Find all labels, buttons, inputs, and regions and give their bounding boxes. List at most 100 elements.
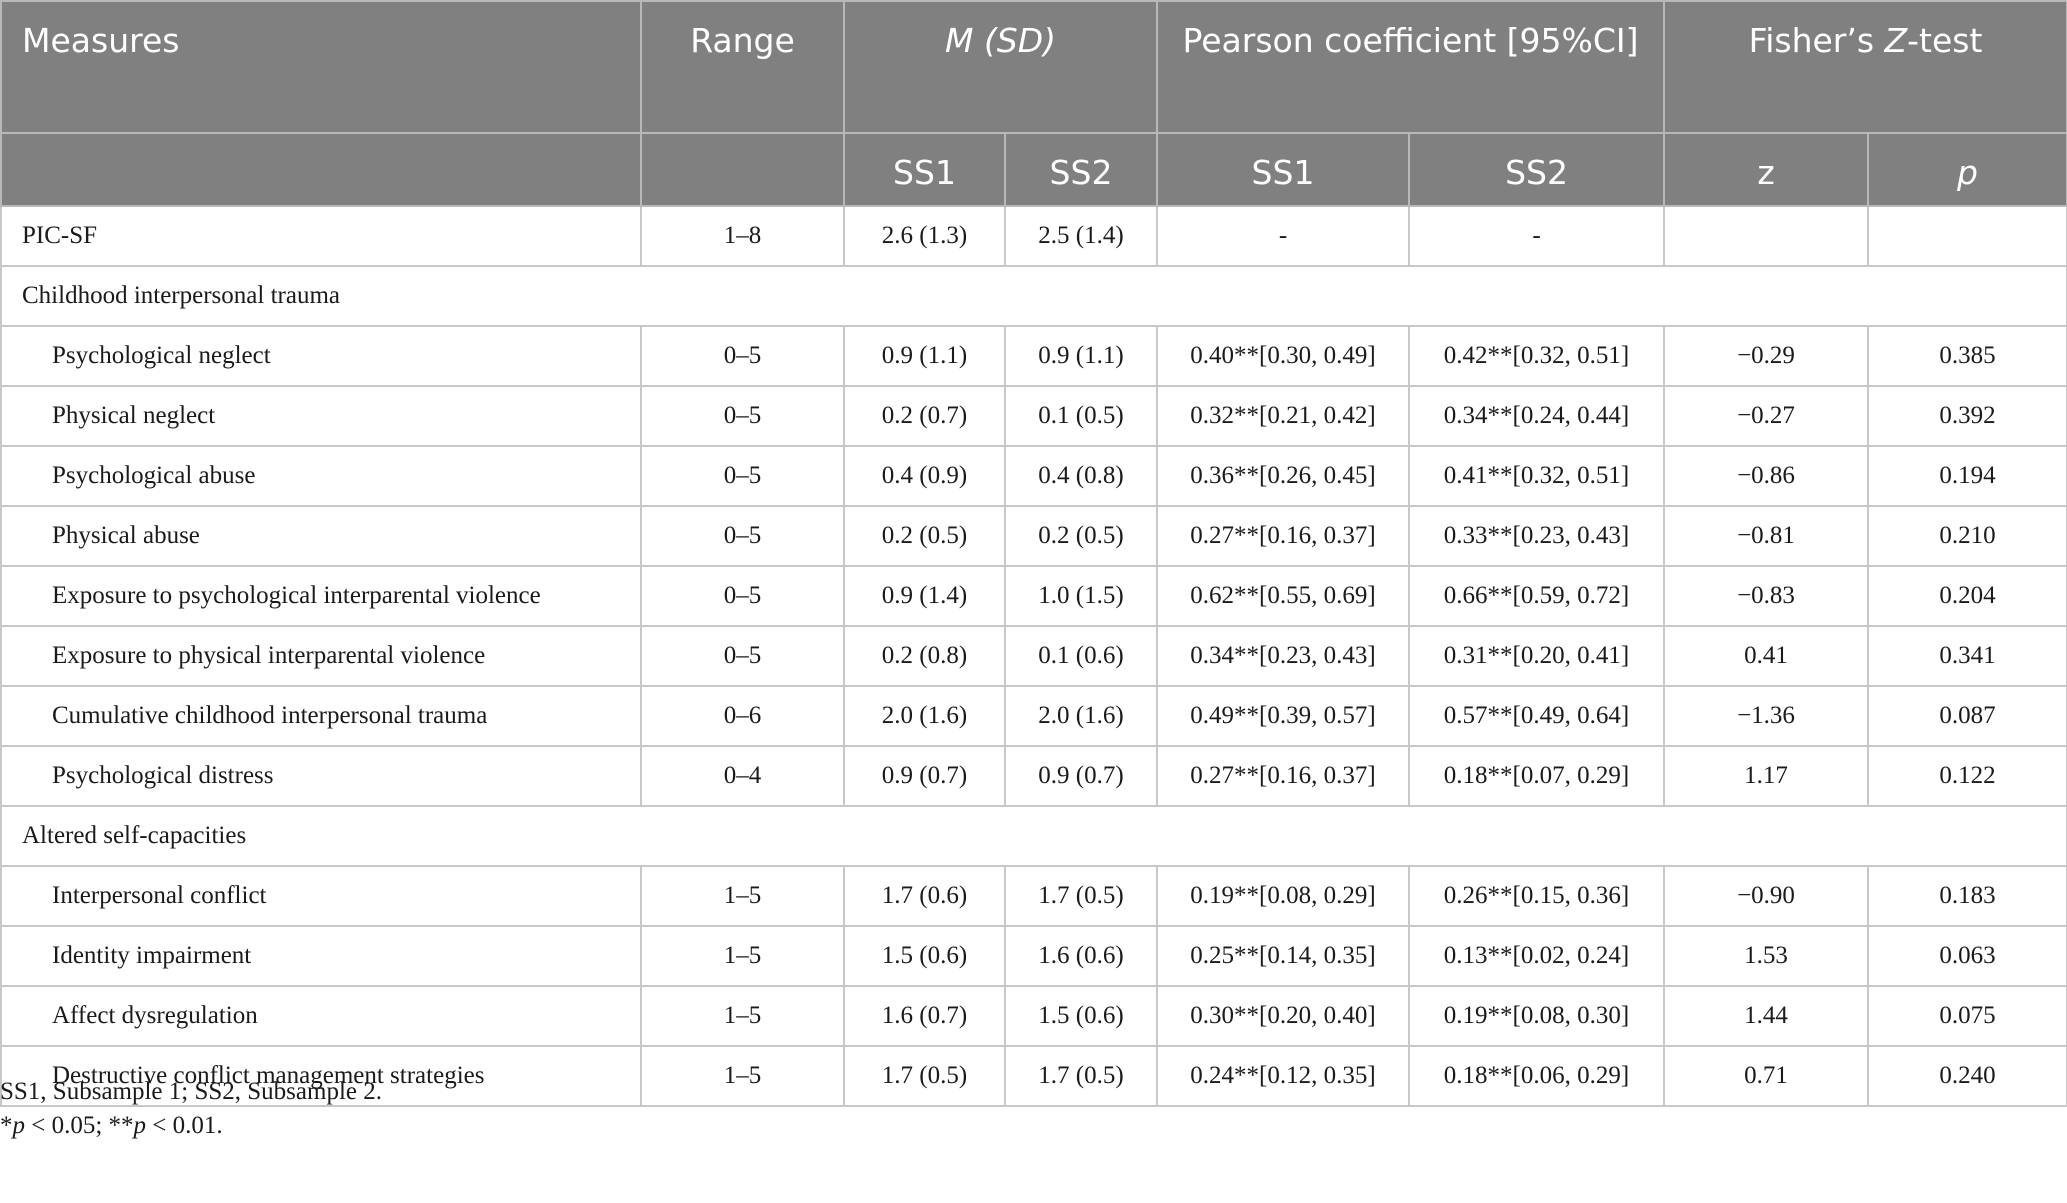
range-cell: 1–5 [640,1045,845,1107]
fisher-p-cell: 0.183 [1867,865,2067,927]
fisher-p-cell: 0.204 [1867,565,2067,627]
pearson-ss1-cell: 0.25**[0.14, 0.35] [1156,925,1410,987]
pearson-ss1-cell: 0.27**[0.16, 0.37] [1156,505,1410,567]
mean-sd-ss2-cell: 0.9 (1.1) [1004,325,1158,387]
mean-sd-ss1-cell: 0.9 (1.1) [843,325,1006,387]
header-pearson-ss2: SS2 [1407,132,1666,207]
fisher-p-cell: 0.194 [1867,445,2067,507]
mean-sd-ss1-cell: 0.2 (0.8) [843,625,1006,687]
footnote-significance: *p < 0.05; **p < 0.01. [0,1112,223,1140]
pearson-ss2-cell: 0.18**[0.07, 0.29] [1407,745,1666,807]
header-z: z [1663,132,1870,207]
pearson-ss1-cell: 0.36**[0.26, 0.45] [1156,445,1410,507]
mean-sd-ss1-cell: 1.7 (0.5) [843,1045,1006,1107]
pearson-ss1-cell: 0.19**[0.08, 0.29] [1156,865,1410,927]
fisher-z-cell: 1.17 [1663,745,1870,807]
pearson-ss1-cell: 0.30**[0.20, 0.40] [1156,985,1410,1047]
table-container: Measures Range M (SD) Pearson coefficien… [0,0,2067,1107]
range-cell: 1–5 [640,865,845,927]
range-cell: 0–5 [640,505,845,567]
measure-cell: Destructive conflict management strategi… [0,1045,642,1107]
range-cell: 1–5 [640,925,845,987]
table-row: Exposure to physical interparental viole… [0,625,2067,687]
mean-sd-ss2-cell: 0.9 (0.7) [1004,745,1158,807]
fisher-z-cell: −0.27 [1663,385,1870,447]
mean-sd-ss1-cell: 2.0 (1.6) [843,685,1006,747]
mean-sd-ss1-cell: 0.9 (0.7) [843,745,1006,807]
pearson-ss2-cell: 0.26**[0.15, 0.36] [1407,865,1666,927]
fisher-z-cell [1663,205,1870,267]
header-pearson-ss1: SS1 [1156,132,1410,207]
range-cell: 0–5 [640,565,845,627]
table-row: Psychological neglect 0–5 0.9 (1.1) 0.9 (1.… [0,325,2067,387]
mean-sd-ss1-cell: 0.2 (0.5) [843,505,1006,567]
mean-sd-ss1-cell: 0.9 (1.4) [843,565,1006,627]
fisher-z-cell: −0.83 [1663,565,1870,627]
pearson-ss2-cell: 0.18**[0.06, 0.29] [1407,1045,1666,1107]
pearson-ss1-cell: 0.32**[0.21, 0.42] [1156,385,1410,447]
fisher-p-cell: 0.385 [1867,325,2067,387]
header-fisher-z: Z [1884,21,1908,60]
fisher-p-cell: 0.122 [1867,745,2067,807]
pearson-ss2-cell: - [1407,205,1666,267]
header-fisher-pre: Fisher’s [1748,21,1885,60]
pearson-ss2-cell: 0.19**[0.08, 0.30] [1407,985,1666,1047]
header-fisher: Fisher’s Z-test [1663,0,2067,134]
measure-cell: Psychological distress [0,745,642,807]
mean-sd-ss2-cell: 0.1 (0.5) [1004,385,1158,447]
pearson-ss2-cell: 0.42**[0.32, 0.51] [1407,325,1666,387]
mean-sd-ss2-cell: 0.2 (0.5) [1004,505,1158,567]
pearson-ss1-cell: 0.34**[0.23, 0.43] [1156,625,1410,687]
header-pearson: Pearson coefficient [95%CI] [1155,0,1666,134]
mean-sd-ss2-cell: 1.6 (0.6) [1004,925,1158,987]
pearson-ss2-cell: 0.13**[0.02, 0.24] [1407,925,1666,987]
header-row-1: Measures Range M (SD) Pearson coefficien… [0,0,2067,134]
fisher-z-cell: −0.29 [1663,325,1870,387]
fisher-z-cell: −0.81 [1663,505,1870,567]
table-row: Identity impairment 1–5 1.5 (0.6) 1.6 (0.6)… [0,925,2067,987]
fisher-p-cell: 0.341 [1867,625,2067,687]
pearson-ss1-cell: 0.40**[0.30, 0.49] [1156,325,1410,387]
fisher-z-cell: 1.53 [1663,925,1870,987]
pearson-ss2-cell: 0.34**[0.24, 0.44] [1407,385,1666,447]
mean-sd-ss2-cell: 1.0 (1.5) [1004,565,1158,627]
mean-sd-ss2-cell: 0.1 (0.6) [1004,625,1158,687]
header-msd-ss2: SS2 [1004,132,1158,207]
fisher-z-cell: −0.86 [1663,445,1870,507]
footnote-abbreviations: SS1, Subsample 1; SS2, Subsample 2. [0,1078,382,1105]
pearson-ss2-cell: 0.66**[0.59, 0.72] [1407,565,1666,627]
range-cell: 0–6 [640,685,845,747]
table-row: Interpersonal conflict 1–5 1.7 (0.6) 1.7 (0… [0,865,2067,927]
mean-sd-ss1-cell: 1.7 (0.6) [843,865,1006,927]
mean-sd-ss2-cell: 1.7 (0.5) [1004,1045,1158,1107]
table-row: Psychological abuse 0–5 0.4 (0.9) 0.4 (0.8)… [0,445,2067,507]
mean-sd-ss1-cell: 1.5 (0.6) [843,925,1006,987]
pearson-ss2-cell: 0.57**[0.49, 0.64] [1407,685,1666,747]
header-msd: M (SD) [843,0,1158,134]
table-row: Destructive conflict management strategi… [0,1045,2067,1107]
section-row: Altered self-capacities [0,805,2067,867]
mean-sd-ss2-cell: 1.7 (0.5) [1004,865,1158,927]
table-row: Cumulative childhood interpersonal traum… [0,685,2067,747]
mean-sd-ss1-cell: 1.6 (0.7) [843,985,1006,1047]
mean-sd-ss2-cell: 2.0 (1.6) [1004,685,1158,747]
header-row-2: SS1 SS2 SS1 SS2 z p [0,132,2067,207]
fisher-z-cell: 1.44 [1663,985,1870,1047]
measure-cell: Physical abuse [0,505,642,567]
footnote-mid: < 0.05; ** [25,1112,134,1139]
fisher-p-cell [1867,205,2067,267]
table-row: Affect dysregulation 1–5 1.6 (0.7) 1.5 (0.6… [0,985,2067,1047]
measure-cell: Affect dysregulation [0,985,642,1047]
fisher-p-cell: 0.240 [1867,1045,2067,1107]
measure-cell: Interpersonal conflict [0,865,642,927]
range-cell: 1–8 [640,205,845,267]
range-cell: 0–5 [640,325,845,387]
measure-cell: Psychological abuse [0,445,642,507]
measure-cell: Cumulative childhood interpersonal traum… [0,685,642,747]
fisher-z-cell: −1.36 [1663,685,1870,747]
pearson-ss1-cell: 0.62**[0.55, 0.69] [1156,565,1410,627]
range-cell: 0–5 [640,445,845,507]
measure-cell: Identity impairment [0,925,642,987]
results-table: Measures Range M (SD) Pearson coefficien… [0,0,2067,1107]
mean-sd-ss2-cell: 0.4 (0.8) [1004,445,1158,507]
